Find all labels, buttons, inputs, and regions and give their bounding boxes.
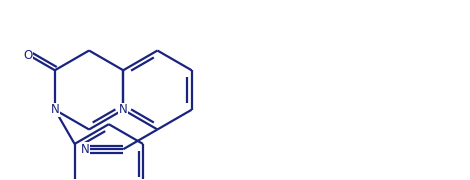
Text: O: O <box>24 49 32 62</box>
Text: N: N <box>50 103 59 116</box>
Text: N: N <box>80 143 89 156</box>
Text: N: N <box>119 103 128 116</box>
